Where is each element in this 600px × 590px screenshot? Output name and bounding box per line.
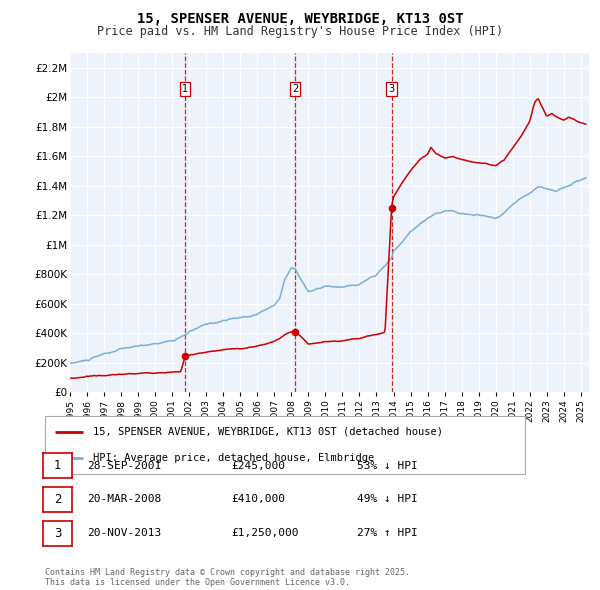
- Text: 2: 2: [54, 493, 61, 506]
- Text: 1: 1: [54, 459, 61, 472]
- Text: 20-MAR-2008: 20-MAR-2008: [87, 494, 161, 504]
- Text: Contains HM Land Registry data © Crown copyright and database right 2025.
This d: Contains HM Land Registry data © Crown c…: [45, 568, 410, 587]
- Text: 15, SPENSER AVENUE, WEYBRIDGE, KT13 0ST (detached house): 15, SPENSER AVENUE, WEYBRIDGE, KT13 0ST …: [93, 427, 443, 437]
- Text: 27% ↑ HPI: 27% ↑ HPI: [357, 529, 418, 538]
- Text: 20-NOV-2013: 20-NOV-2013: [87, 529, 161, 538]
- Text: HPI: Average price, detached house, Elmbridge: HPI: Average price, detached house, Elmb…: [93, 453, 374, 463]
- Text: 3: 3: [389, 84, 395, 94]
- Text: 3: 3: [54, 527, 61, 540]
- Text: 28-SEP-2001: 28-SEP-2001: [87, 461, 161, 470]
- Text: 53% ↓ HPI: 53% ↓ HPI: [357, 461, 418, 470]
- Text: £1,250,000: £1,250,000: [231, 529, 299, 538]
- Text: 15, SPENSER AVENUE, WEYBRIDGE, KT13 0ST: 15, SPENSER AVENUE, WEYBRIDGE, KT13 0ST: [137, 12, 463, 26]
- Text: £410,000: £410,000: [231, 494, 285, 504]
- Text: 1: 1: [182, 84, 188, 94]
- Text: 49% ↓ HPI: 49% ↓ HPI: [357, 494, 418, 504]
- Text: 2: 2: [292, 84, 298, 94]
- Text: Price paid vs. HM Land Registry's House Price Index (HPI): Price paid vs. HM Land Registry's House …: [97, 25, 503, 38]
- Text: £245,000: £245,000: [231, 461, 285, 470]
